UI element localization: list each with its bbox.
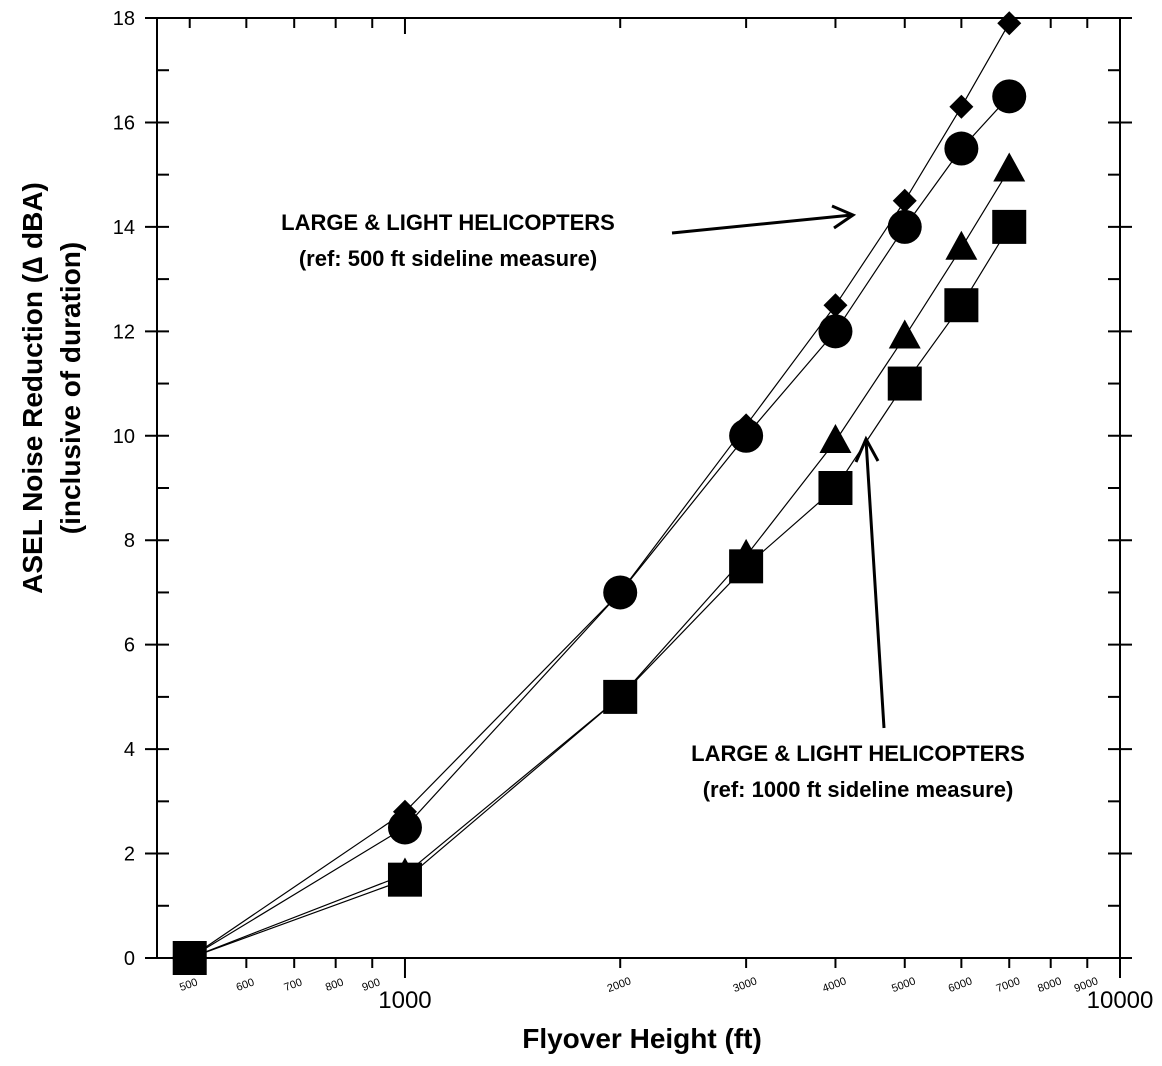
data-point-circle: [944, 131, 979, 166]
plot-frame: [156, 17, 1121, 959]
data-point-circle: [387, 810, 422, 845]
data-point-square: [944, 288, 979, 323]
data-point-square: [387, 862, 422, 897]
x-minor-tick-label: 600: [235, 976, 256, 994]
arrow-500ft-head: [831, 204, 857, 230]
data-point-triangle: [888, 319, 921, 349]
data-point-square: [887, 366, 922, 401]
arrow-1000ft-head: [854, 435, 880, 463]
x-major-tick-label: 1000: [378, 987, 431, 1014]
annotation-500ft-title: LARGE & LIGHT HELICOPTERS: [281, 210, 615, 235]
x-minor-tick-label: 7000: [995, 975, 1022, 995]
data-point-diamond: [823, 293, 848, 318]
y-tick-label: 6: [124, 635, 135, 657]
arrow-500ft-shaft: [671, 213, 853, 235]
x-axis-title: Flyover Height (ft): [522, 1023, 762, 1054]
x-minor-tick-label: 900: [361, 976, 382, 994]
data-point-diamond: [892, 188, 917, 213]
y-tick-label: 16: [113, 112, 135, 134]
series-line-triangle: [189, 169, 1010, 959]
y-tick-label: 2: [124, 844, 135, 866]
x-minor-tick-label: 3000: [732, 975, 759, 995]
y-axis-title-line1: ASEL Noise Reduction (∆ dBA): [17, 182, 48, 594]
annotation-500ft-subtitle: (ref: 500 ft sideline measure): [299, 246, 597, 271]
y-tick-label: 18: [113, 8, 135, 30]
y-axis-title-line2: (inclusive of duration): [55, 242, 86, 534]
data-point-square: [603, 679, 638, 714]
data-point-circle: [603, 575, 638, 610]
series-line-diamond: [189, 22, 1010, 959]
data-point-triangle: [819, 424, 852, 453]
annotation-arrows: [671, 204, 886, 729]
x-minor-tick-label: 2000: [606, 975, 633, 995]
data-point-square: [818, 471, 853, 505]
series-markers: [172, 11, 1027, 975]
annotation-1000ft-title: LARGE & LIGHT HELICOPTERS: [691, 741, 1025, 766]
y-tick-label: 4: [124, 739, 135, 761]
data-point-triangle: [945, 230, 978, 260]
data-point-circle: [887, 209, 922, 244]
series-line-square: [189, 226, 1010, 959]
data-point-circle: [818, 314, 853, 349]
data-point-square: [172, 941, 207, 975]
series-lines: [189, 22, 1010, 959]
data-point-square: [729, 549, 764, 584]
data-point-triangle: [993, 152, 1026, 182]
x-minor-tick-label: 500: [178, 976, 199, 994]
data-point-diamond: [949, 94, 974, 119]
y-tick-label: 8: [124, 530, 135, 552]
data-point-circle: [992, 79, 1027, 114]
y-tick-label: 12: [113, 321, 135, 343]
y-tick-label: 14: [113, 217, 135, 239]
x-minor-tick-label: 700: [283, 976, 304, 994]
x-minor-tick-label: 800: [324, 976, 345, 994]
y-tick-label: 0: [124, 948, 135, 970]
annotation-1000ft-subtitle: (ref: 1000 ft sideline measure): [703, 777, 1014, 802]
y-tick-label: 10: [113, 426, 135, 448]
x-minor-tick-label: 6000: [947, 975, 974, 995]
arrow-1000ft-shaft: [864, 439, 886, 729]
data-point-circle: [729, 418, 764, 453]
data-point-square: [992, 209, 1027, 244]
x-minor-tick-label: 4000: [821, 975, 848, 995]
x-minor-tick-label: 8000: [1036, 975, 1063, 995]
data-point-diamond: [997, 11, 1022, 36]
x-major-tick-label: 10000: [1087, 987, 1154, 1014]
axes: 0 2 4 6 8 10 12 14 16 18 500 600 700 800 900 2000 3000 40…: [113, 8, 1154, 1014]
x-minor-tick-label: 5000: [890, 975, 917, 995]
